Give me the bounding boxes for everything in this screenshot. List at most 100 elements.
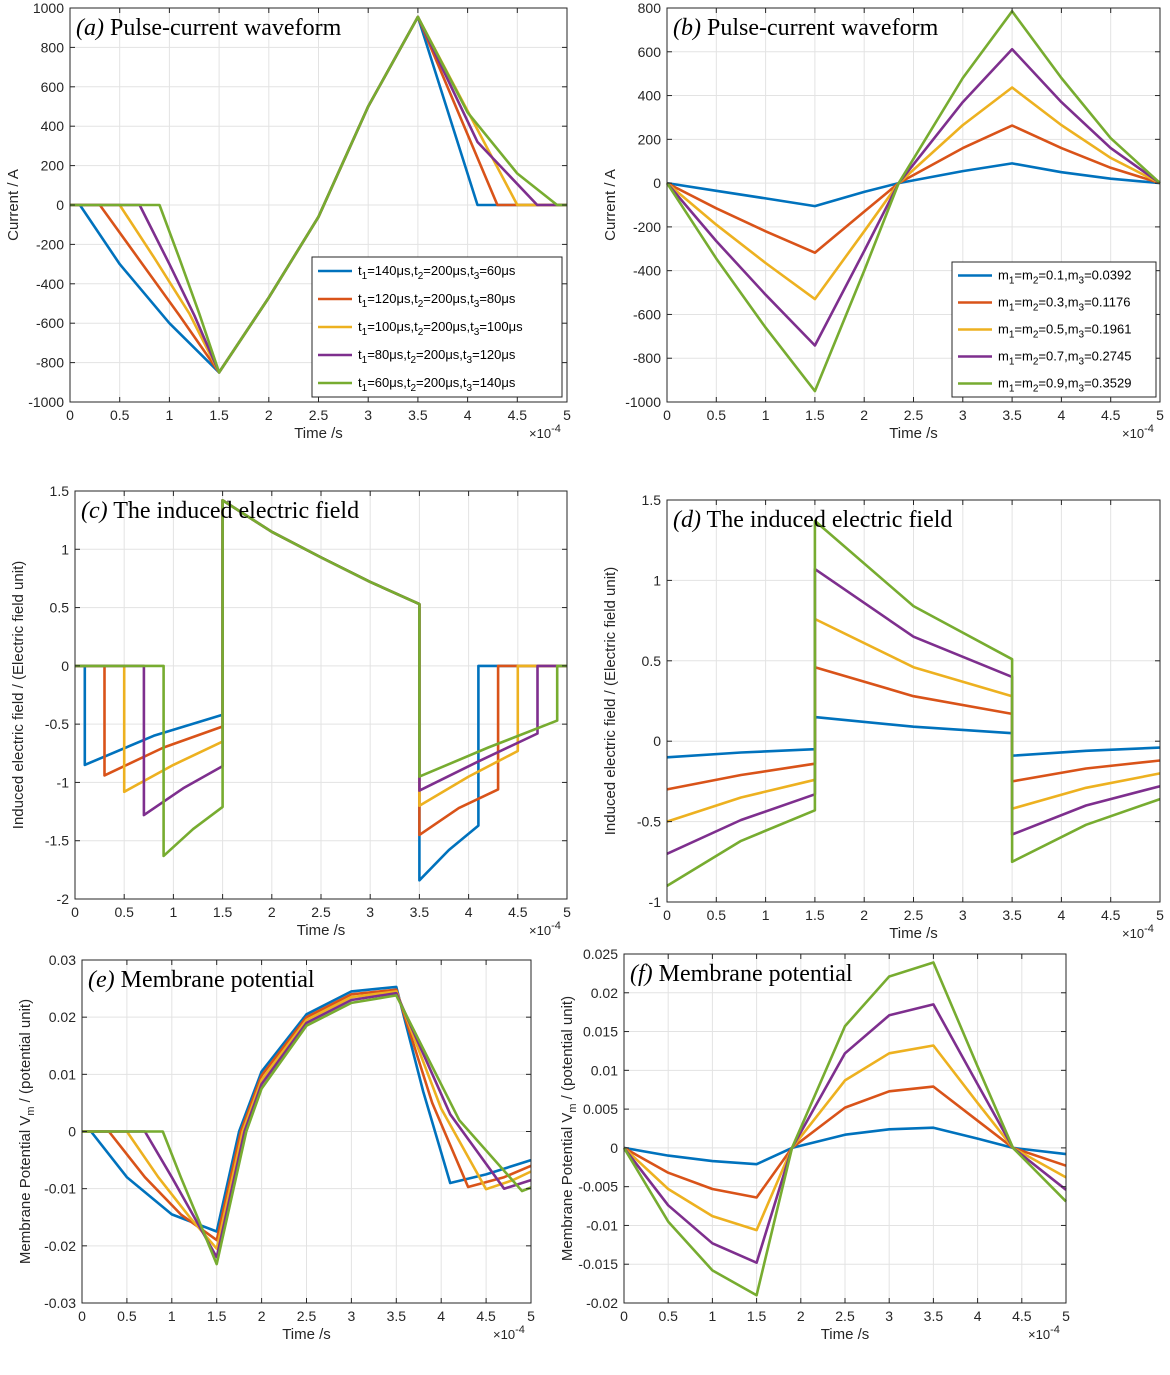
legend-label-5: m1=m2=0.9,m3=0.3529 (998, 376, 1131, 395)
series-line-2 (666, 665, 1161, 791)
panel-c: 0 0.5 1 1.5 2 2.5 3 3.5 4 4.5 5 -2 -1.5 -1 -0.5 0 0.5 1 1.… (10, 483, 571, 939)
legend-label-4: m1=m2=0.7,m3=0.2745 (998, 349, 1131, 368)
x-tick-label: 2.5 (309, 407, 329, 423)
x-tick-label: 4 (465, 904, 473, 920)
x-tick-label: 0 (71, 904, 79, 920)
y-tick-label: -200 (633, 219, 661, 235)
x-tick-label: 0 (78, 1308, 86, 1324)
series-line-2 (82, 988, 532, 1242)
series-line-3 (666, 617, 1161, 823)
y-tick-label: -400 (36, 276, 64, 292)
series-line-4 (622, 1003, 1067, 1264)
x-tick-label: 1.5 (805, 407, 825, 423)
x-multiplier: ×10-4 (529, 423, 561, 441)
y-tick-label: -600 (36, 315, 64, 331)
x-multiplier: ×10-4 (1028, 1324, 1060, 1342)
y-axis-label: Membrane Potential Vm / (potential unit) (559, 996, 579, 1261)
y-axis-label: Induced electric field / (Electric field… (602, 567, 619, 835)
series-line-4 (82, 991, 532, 1259)
panel-b: 0 0.5 1 1.5 2 2.5 3 3.5 4 4.5 5 -1000 -800 -600 -400 -2… (602, 0, 1164, 442)
legend-label-5: t1=60μs,t2=200μs,t3=140μs (358, 375, 516, 394)
x-tick-label: 3.5 (408, 407, 428, 423)
x-tick-label: 0.5 (117, 1308, 137, 1324)
y-tick-label: 0.015 (583, 1024, 618, 1040)
x-tick-label: 3.5 (1002, 907, 1022, 923)
legend-label-3: m1=m2=0.5,m3=0.1961 (998, 322, 1131, 341)
y-tick-label: 800 (638, 0, 662, 16)
y-tick-label: -0.005 (578, 1179, 618, 1195)
panel-title: (a) Pulse-current waveform (76, 15, 342, 41)
y-tick-label: -1.5 (45, 833, 69, 849)
x-tick-label: 0 (620, 1308, 628, 1324)
x-tick-label: 0 (663, 907, 671, 923)
y-tick-label: 400 (41, 118, 65, 134)
x-tick-label: 0.5 (658, 1308, 678, 1324)
x-tick-label: 4.5 (1101, 407, 1121, 423)
x-tick-label: 3 (959, 907, 967, 923)
x-tick-label: 5 (563, 904, 571, 920)
x-tick-label: 1.5 (207, 1308, 227, 1324)
y-tick-label: 400 (638, 88, 662, 104)
x-tick-label: 2.5 (904, 407, 924, 423)
y-tick-label: -1 (649, 894, 662, 910)
y-tick-label: -0.02 (44, 1238, 76, 1254)
series-line-5 (75, 498, 567, 858)
panel-e: 0 0.5 1 1.5 2 2.5 3 3.5 4 4.5 5 -0.03 -0.02 -0.01 0 0.0… (17, 952, 535, 1343)
x-tick-label: 2 (265, 407, 273, 423)
y-tick-label: 600 (41, 79, 65, 95)
y-tick-label: -800 (633, 350, 661, 366)
legend-label-1: t1=140μs,t2=200μs,t3=60μs (358, 263, 516, 282)
y-tick-label: -0.01 (44, 1181, 76, 1197)
y-tick-label: -0.02 (586, 1295, 618, 1311)
y-axis-label: Induced electric field / (Electric field… (10, 561, 27, 829)
series-line-1 (623, 1126, 1067, 1166)
x-tick-label: 5 (1062, 1308, 1070, 1324)
x-tick-label: 0.5 (707, 407, 727, 423)
series-line-1 (82, 985, 532, 1233)
x-tick-label: 5 (1156, 407, 1164, 423)
x-tick-label: 2.5 (297, 1308, 317, 1324)
y-axis-label: Current / A (602, 169, 619, 241)
y-tick-label: -0.5 (637, 814, 661, 830)
x-multiplier: ×10-4 (493, 1324, 525, 1342)
x-tick-label: 3.5 (410, 904, 430, 920)
y-tick-label: 1000 (33, 0, 64, 16)
x-axis-label: Time /s (294, 425, 343, 442)
x-tick-label: 4 (1058, 907, 1066, 923)
y-tick-label: -0.03 (44, 1295, 76, 1311)
x-tick-label: 1.5 (209, 407, 229, 423)
x-tick-label: 4 (437, 1308, 445, 1324)
x-tick-label: 1 (166, 407, 174, 423)
panel-f: 0 0.5 1 1.5 2 2.5 3 3.5 4 4.5 5 -0.02 -0.015 -0.01 -0.… (559, 946, 1070, 1343)
y-tick-label: -800 (36, 355, 64, 371)
x-tick-label: 3 (959, 407, 967, 423)
y-tick-label: 0.005 (583, 1101, 618, 1117)
x-tick-label: 5 (563, 407, 571, 423)
y-tick-label: -1 (57, 774, 70, 790)
x-multiplier: ×10-4 (529, 920, 561, 938)
y-tick-label: -600 (633, 306, 661, 322)
x-tick-label: 2.5 (835, 1308, 855, 1324)
y-tick-label: -0.015 (578, 1256, 618, 1272)
y-tick-label: 600 (638, 44, 662, 60)
x-tick-label: 0.5 (707, 907, 727, 923)
x-tick-label: 2 (860, 907, 868, 923)
y-tick-label: 0.5 (642, 653, 662, 669)
x-axis-label: Time /s (889, 925, 938, 942)
panel-title: (f) Membrane potential (630, 961, 853, 987)
panel-a: 0 0.5 1 1.5 2 2.5 3 3.5 4 4.5 5 -1000 -800 -600 -400 -2… (5, 0, 571, 442)
y-tick-label: 200 (41, 158, 65, 174)
y-tick-label: -1000 (625, 394, 661, 410)
y-tick-label: 0.02 (49, 1009, 76, 1025)
panel-title: (b) Pulse-current waveform (673, 15, 939, 41)
legend-label-4: t1=80μs,t2=200μs,t3=120μs (358, 347, 516, 366)
y-tick-label: -200 (36, 236, 64, 252)
panel-title: (e) Membrane potential (88, 967, 315, 993)
x-tick-label: 0.5 (114, 904, 134, 920)
x-tick-label: 4.5 (1012, 1308, 1032, 1324)
x-tick-label: 4 (1058, 407, 1066, 423)
panel-d: 0 0.5 1 1.5 2 2.5 3 3.5 4 4.5 5 -1 -0.5 0 0.5 1 1.5 Time … (602, 492, 1164, 942)
series-line-3 (623, 1044, 1067, 1232)
legend-box (311, 256, 563, 398)
